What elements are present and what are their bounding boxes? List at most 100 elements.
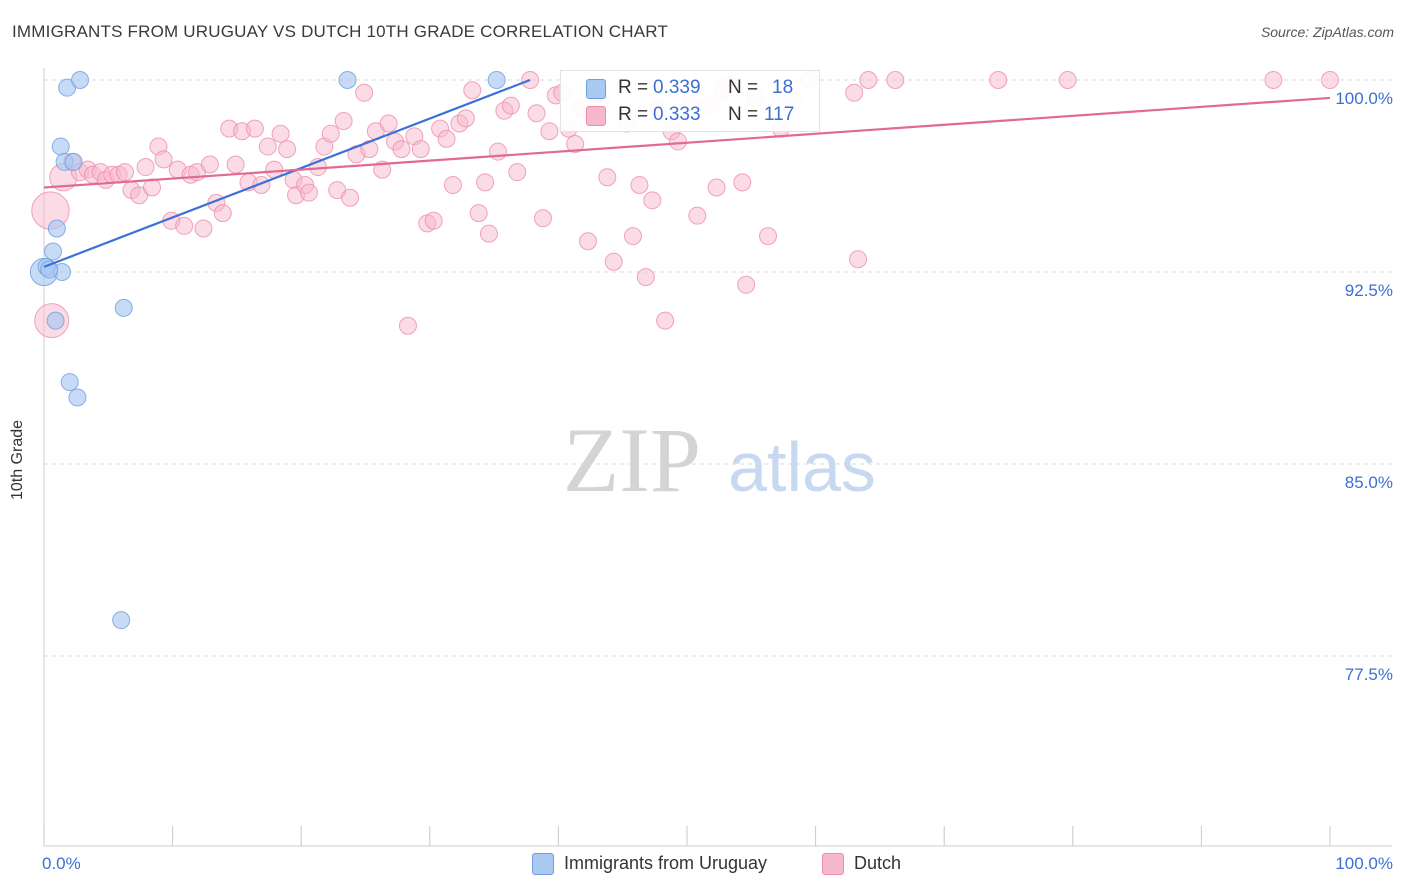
dutch-point [737,275,756,294]
dutch-point [733,173,752,192]
stats-legend: R = 0.339 N = 18 R = 0.333 N = 117 [560,70,820,132]
watermark-zip: ZIP [563,409,701,511]
dutch-point [488,142,507,161]
uruguay-point [51,137,70,156]
uruguay-point [64,152,83,171]
dutch-point [116,163,135,182]
dutch-point [540,122,559,141]
uruguay-point [44,242,63,261]
legend-row-uruguay: R = 0.339 N = 18 [561,75,819,101]
dutch-point [463,81,482,100]
dutch-point [527,104,546,123]
dutch-point [501,96,520,115]
uruguay-point [338,71,357,89]
dutch-point [143,178,162,197]
chart-title: IMMIGRANTS FROM URUGUAY VS DUTCH 10TH GR… [12,22,669,41]
bottom-legend-label-uruguay: Immigrants from Uruguay [564,853,768,873]
trend-lines [43,78,1331,268]
dutch-point [341,188,360,207]
dutch-point [707,178,726,197]
dutch-point [598,168,617,187]
dutch-point [859,71,878,89]
dutch-point [469,204,488,223]
dutch-point [213,204,232,223]
dutch-point [1264,71,1283,89]
dutch-point [656,311,675,330]
dutch-point [688,206,707,225]
dutch-point [411,140,430,159]
y-tick-labels: 77.5% 85.0% 92.5% 100.0% [1335,89,1393,684]
dutch-point [392,140,411,159]
uruguay-point [487,71,506,89]
legend-swatch-dutch [586,106,606,126]
uruguay-point [114,298,133,317]
dutch-point [643,191,662,210]
dutch-point [271,124,290,143]
uruguay-point [71,71,90,89]
dutch-point [424,211,443,230]
dutch-point [1058,71,1077,89]
dutch-point [258,137,277,156]
dutch-point [604,252,623,271]
dutch-point [668,132,687,151]
dutch-point [175,216,194,235]
dutch-point [194,219,213,238]
source-credit: Source: ZipAtlas.com [1260,24,1394,40]
y-tick-label: 77.5% [1345,665,1393,684]
legend-r-value: 0.339 [653,77,701,98]
dutch-point [443,175,462,194]
uruguay-point [46,311,65,330]
watermark-atlas: atlas [728,428,876,506]
legend-n-value: 117 [764,104,795,125]
bottom-legend-swatch-uruguay [532,853,554,875]
legend-n-label: N = [728,104,759,125]
dutch-point [845,83,864,102]
legend-r-label: R = [618,104,649,125]
dutch-point [566,135,585,153]
bottom-legend-swatch-dutch [822,853,844,875]
dutch-point [398,316,417,335]
dutch-point [479,224,498,243]
uruguay-point [112,611,131,630]
dutch-point [200,155,219,174]
uruguay-trend-line [43,78,531,268]
dutch-point [299,183,318,202]
x-tick-label: 0.0% [42,854,81,873]
uruguay-point [68,388,87,407]
dutch-point [245,119,264,138]
dutch-point [154,150,173,169]
dutch-point [334,111,353,130]
dutch-point [456,109,475,128]
dutch-point [630,175,649,194]
y-tick-label: 85.0% [1345,473,1393,492]
x-tick-label: 100.0% [1335,854,1393,873]
legend-swatch-uruguay [586,79,606,99]
dutch-point [437,129,456,148]
dutch-point [278,140,297,159]
legend-r-value: 0.333 [653,104,701,125]
dutch-point [759,227,778,246]
uruguay-point [47,219,66,238]
uruguay-point [40,260,59,279]
legend-r-label: R = [618,77,649,98]
dutch-point [533,209,552,228]
y-tick-label: 100.0% [1335,89,1393,108]
legend-n-value: 18 [772,77,794,98]
uruguay-point [60,373,79,392]
dutch-point [989,71,1008,89]
dutch-point [226,155,245,174]
bottom-legend-label-dutch: Dutch [854,853,902,873]
dutch-point [360,140,379,159]
gridlines [44,79,1392,657]
dutch-point [849,250,868,269]
dutch-point [321,124,340,143]
legend-n-label: N = [728,77,759,98]
dutch-point [136,158,155,177]
dutch-point [636,268,655,287]
uruguay-points [29,71,506,630]
legend-row-dutch: R = 0.333 N = 117 [561,102,819,128]
dutch-point [886,71,905,89]
dutch-point [476,173,495,192]
y-tick-label: 92.5% [1345,281,1393,300]
